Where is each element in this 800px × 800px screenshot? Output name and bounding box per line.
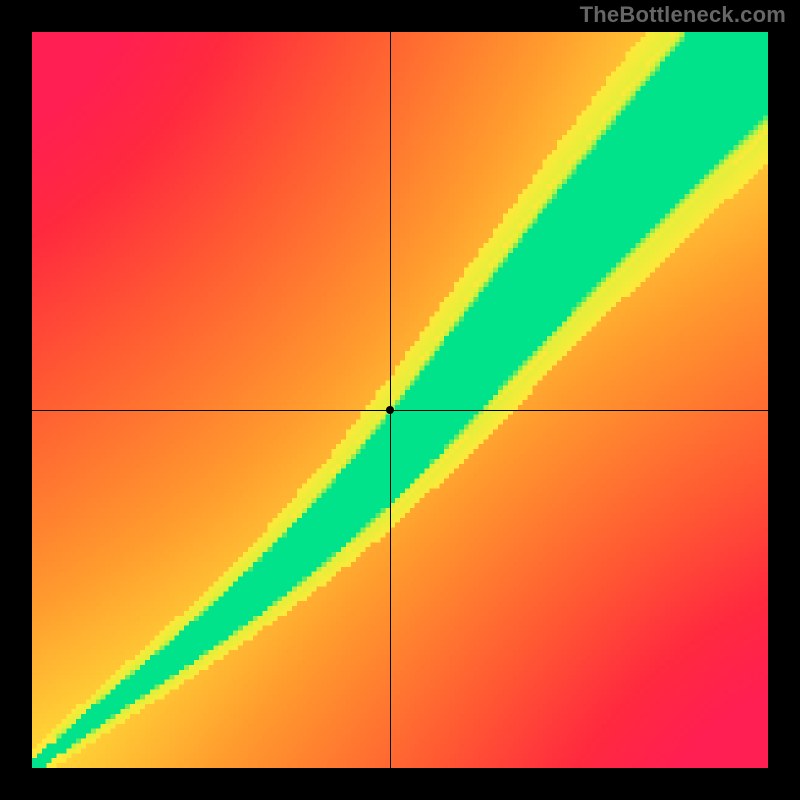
crosshair-vertical	[390, 32, 391, 768]
crosshair-horizontal	[32, 410, 768, 411]
plot-area	[32, 32, 768, 768]
bottleneck-heatmap	[32, 32, 768, 768]
chart-container: { "source_watermark": "TheBottleneck.com…	[0, 0, 800, 800]
source-watermark: TheBottleneck.com	[580, 2, 786, 28]
selection-marker	[386, 406, 394, 414]
